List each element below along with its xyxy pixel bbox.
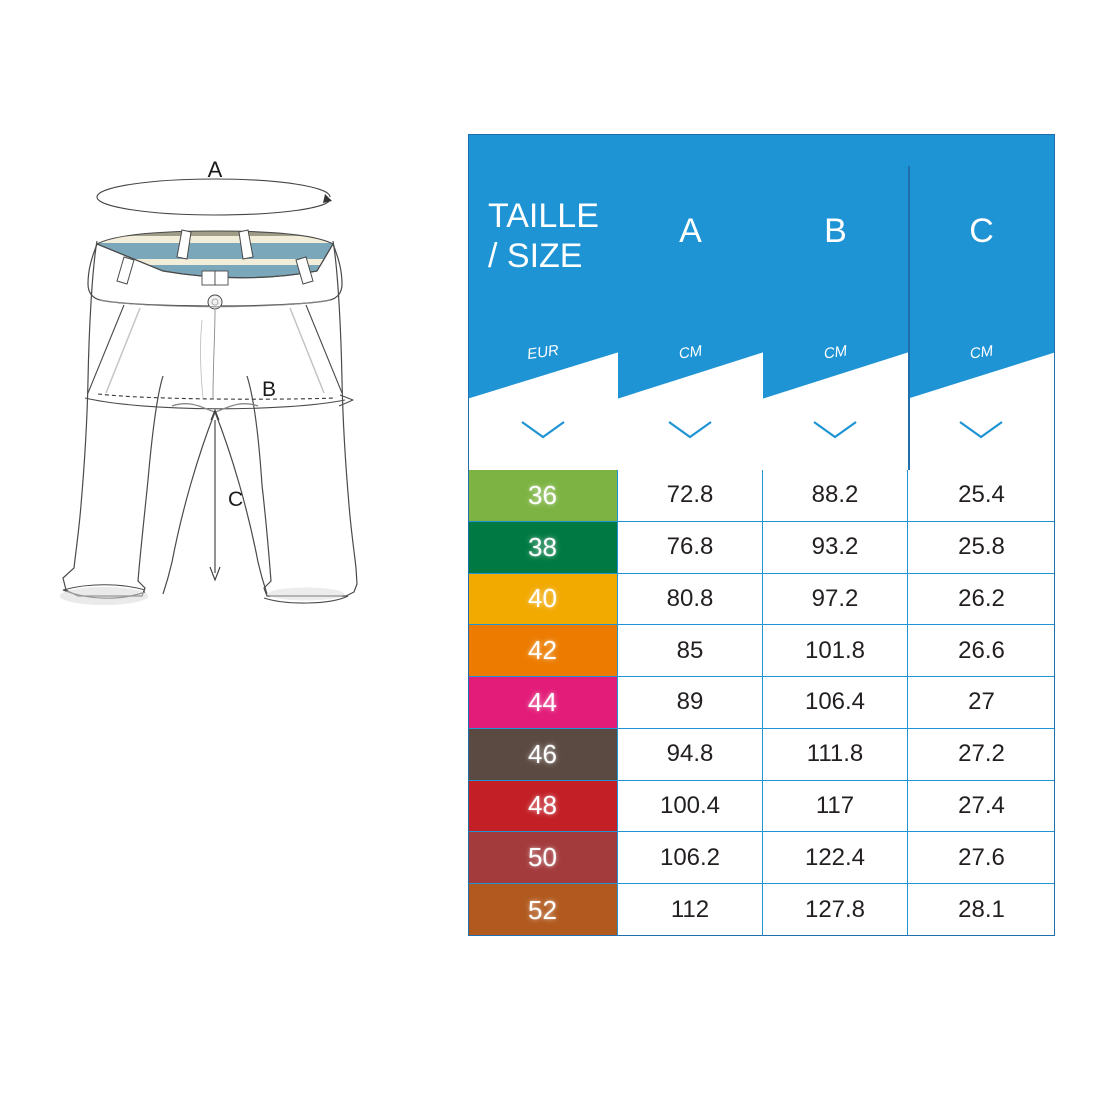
svg-text:C: C xyxy=(228,488,243,511)
svg-text:B: B xyxy=(262,378,276,401)
svg-text:A: A xyxy=(208,157,223,182)
